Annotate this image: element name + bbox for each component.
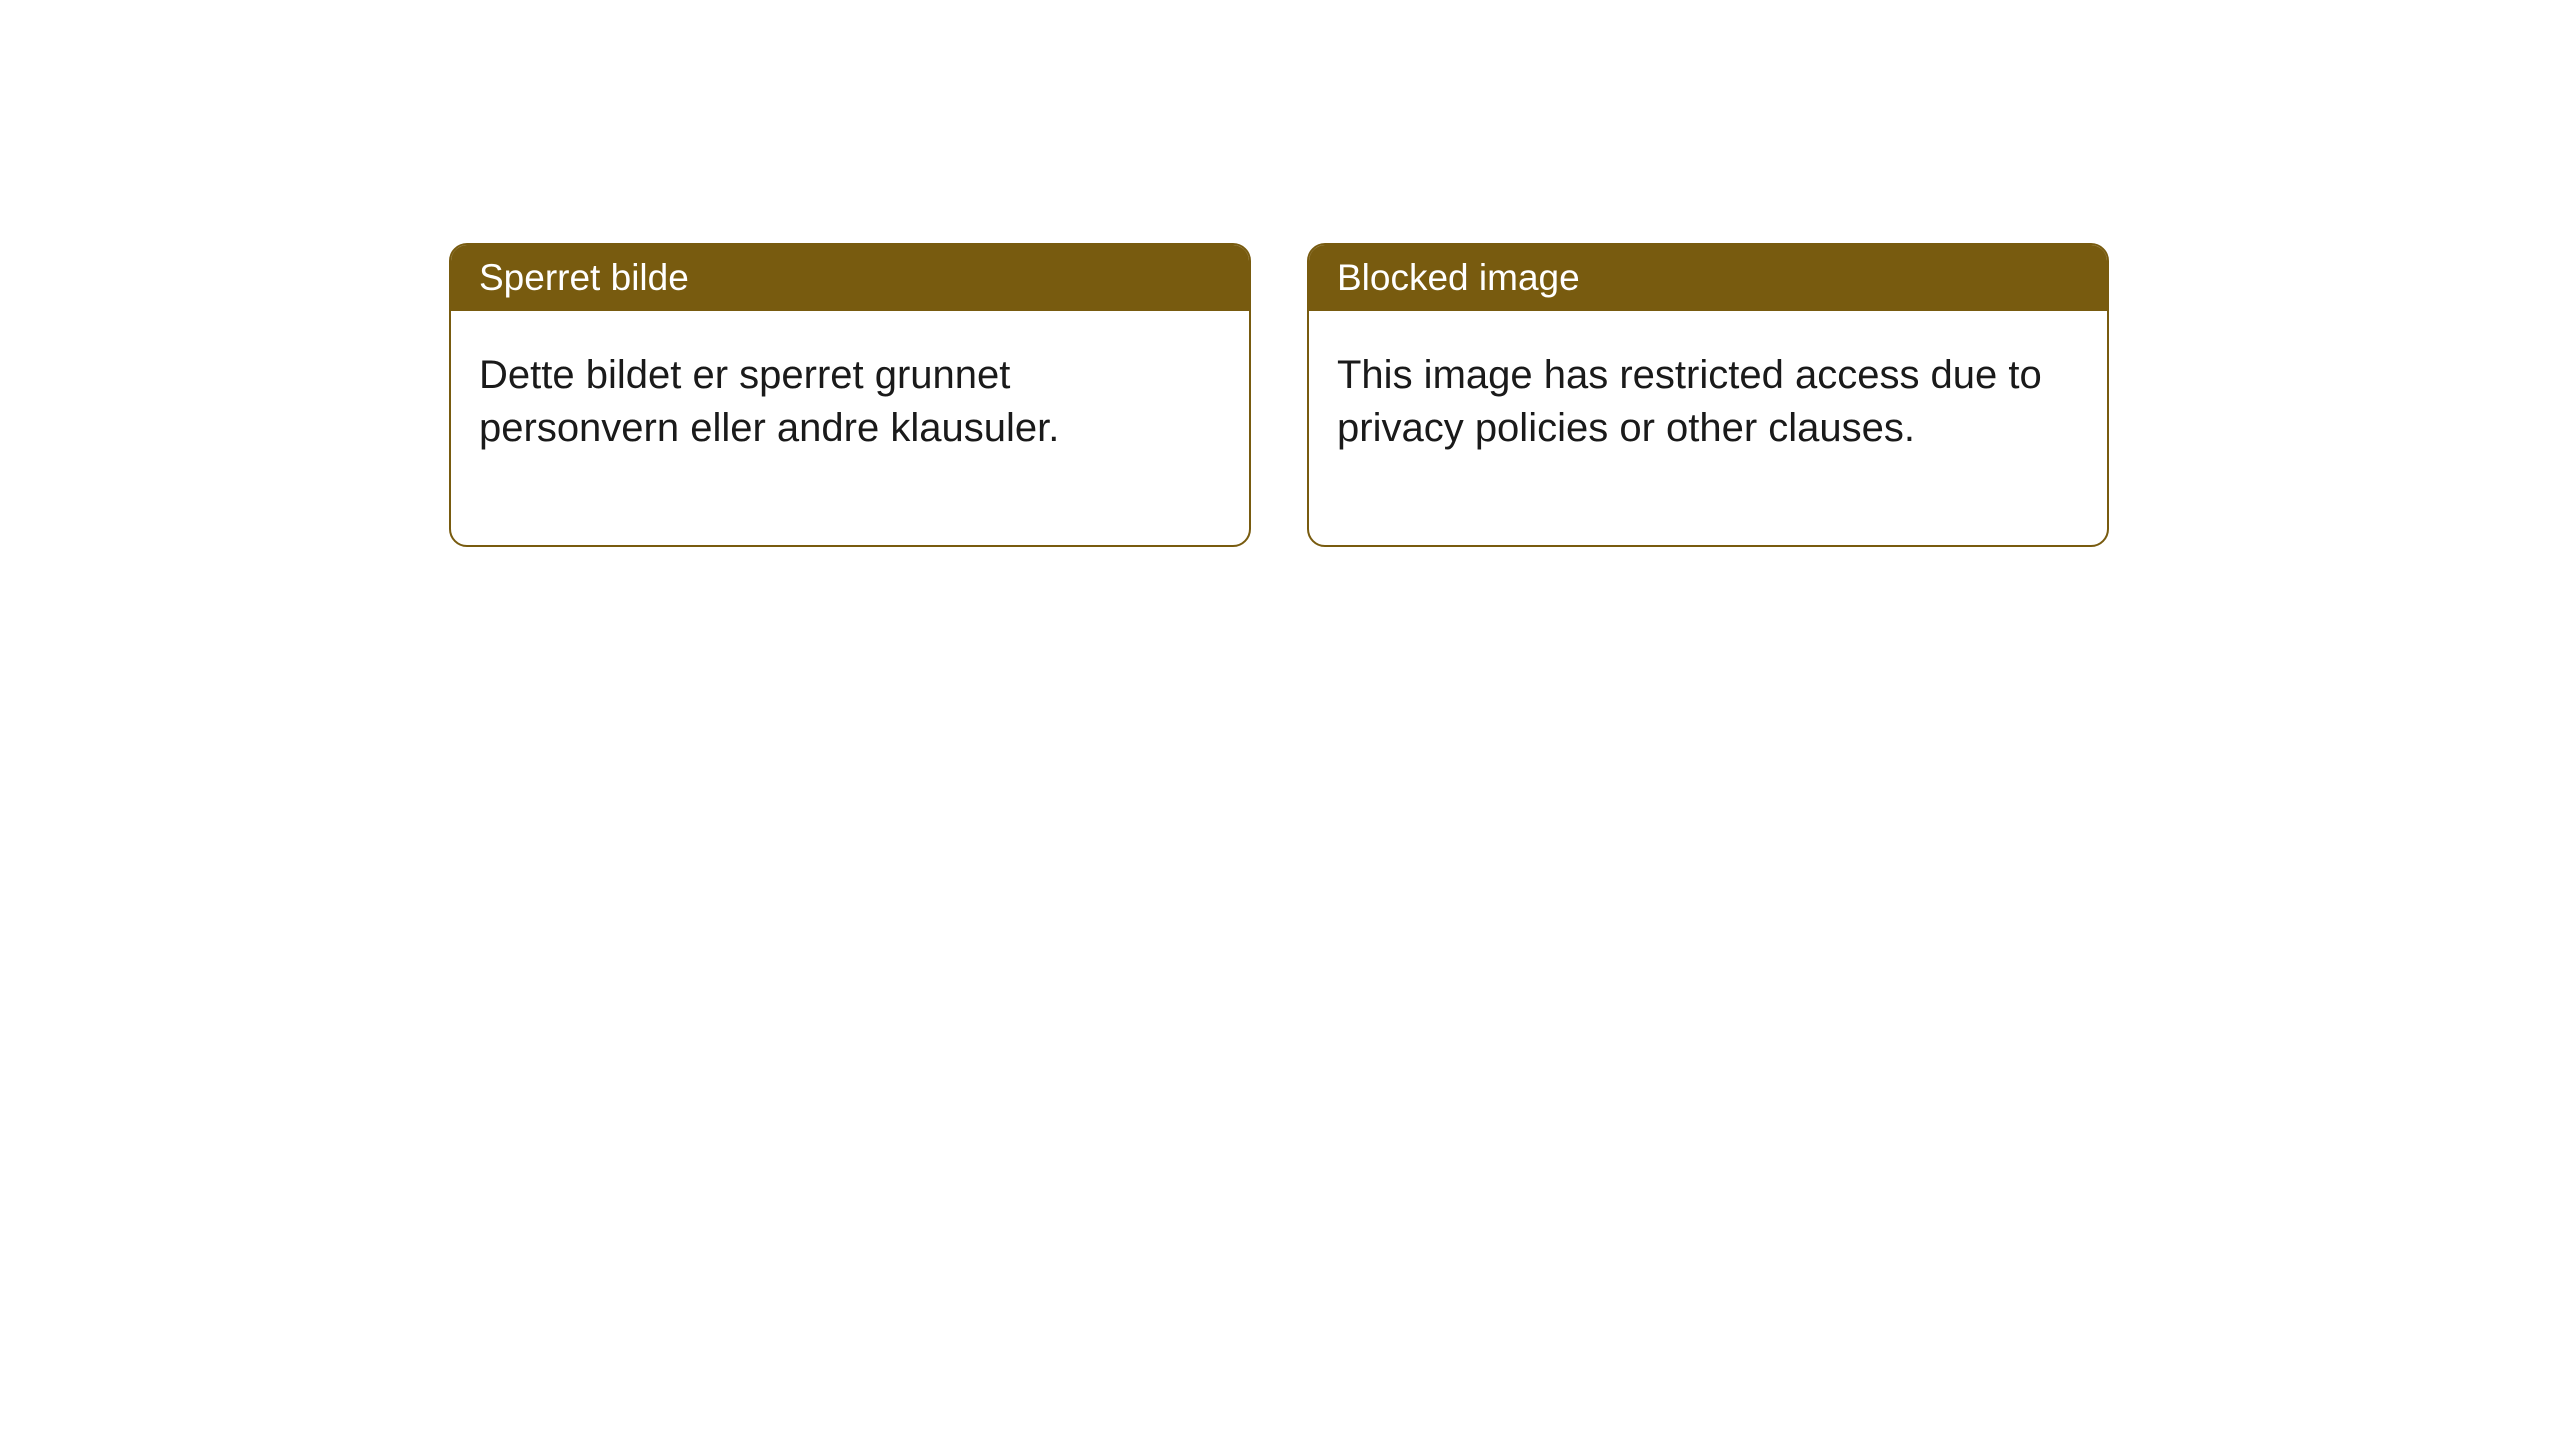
card-body: Dette bildet er sperret grunnet personve… <box>451 311 1249 545</box>
card-body: This image has restricted access due to … <box>1309 311 2107 545</box>
card-header: Blocked image <box>1309 245 2107 311</box>
card-title: Blocked image <box>1337 257 1580 298</box>
card-body-text: Dette bildet er sperret grunnet personve… <box>479 353 1059 450</box>
card-title: Sperret bilde <box>479 257 689 298</box>
notice-card-english: Blocked image This image has restricted … <box>1307 243 2109 547</box>
card-header: Sperret bilde <box>451 245 1249 311</box>
card-body-text: This image has restricted access due to … <box>1337 353 2042 450</box>
notice-card-norwegian: Sperret bilde Dette bildet er sperret gr… <box>449 243 1251 547</box>
notice-container: Sperret bilde Dette bildet er sperret gr… <box>449 243 2109 547</box>
